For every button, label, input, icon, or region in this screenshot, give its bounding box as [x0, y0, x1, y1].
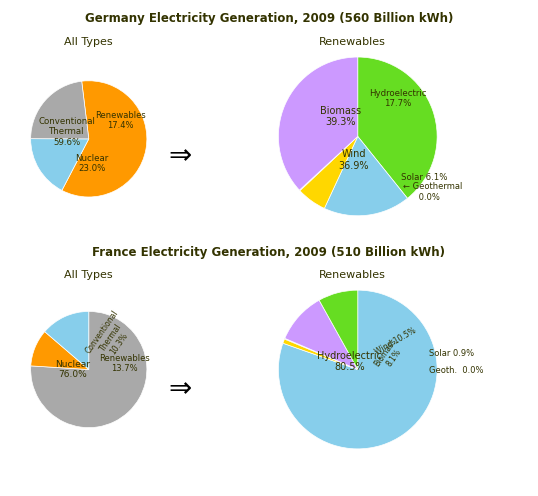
Wedge shape [62, 81, 147, 197]
Wedge shape [31, 332, 89, 370]
Text: All Types: All Types [65, 270, 113, 280]
Text: Renewables: Renewables [319, 37, 386, 47]
Text: Biomass
8.1%: Biomass 8.1% [372, 336, 407, 374]
Text: Wind 10.5%: Wind 10.5% [374, 326, 418, 357]
Text: Renewables: Renewables [319, 270, 386, 280]
Text: All Types: All Types [65, 37, 113, 47]
Text: France Electricity Generation, 2009 (510 Billion kWh): France Electricity Generation, 2009 (510… [93, 246, 445, 258]
Text: Conventional
Thermal
59.6%: Conventional Thermal 59.6% [38, 117, 95, 147]
Text: ⇒: ⇒ [168, 142, 192, 170]
Wedge shape [299, 136, 358, 190]
Wedge shape [278, 57, 358, 190]
Wedge shape [319, 290, 358, 370]
Wedge shape [300, 136, 358, 208]
Wedge shape [324, 136, 407, 216]
Text: ← Geothermal
      0.0%: ← Geothermal 0.0% [404, 183, 463, 202]
Wedge shape [45, 311, 89, 370]
Text: Conventional
Thermal
10.3%: Conventional Thermal 10.3% [84, 309, 138, 367]
Text: Solar 6.1%: Solar 6.1% [401, 173, 448, 182]
Wedge shape [358, 57, 437, 198]
Text: Geoth.  0.0%: Geoth. 0.0% [429, 367, 484, 375]
Text: Solar 0.9%: Solar 0.9% [429, 349, 475, 358]
Wedge shape [278, 290, 437, 449]
Wedge shape [31, 311, 147, 428]
Text: Nuclear
23.0%: Nuclear 23.0% [75, 154, 108, 173]
Text: Nuclear
76.0%: Nuclear 76.0% [55, 360, 90, 379]
Wedge shape [31, 81, 89, 139]
Text: Germany Electricity Generation, 2009 (560 Billion kWh): Germany Electricity Generation, 2009 (56… [85, 12, 453, 25]
Wedge shape [285, 300, 358, 370]
Text: Wind
36.9%: Wind 36.9% [338, 149, 369, 171]
Text: Biomass
39.3%: Biomass 39.3% [320, 106, 361, 127]
Text: ⇒: ⇒ [168, 375, 192, 403]
Wedge shape [283, 339, 358, 370]
Wedge shape [285, 338, 358, 370]
Text: Hydroelectric
17.7%: Hydroelectric 17.7% [369, 89, 426, 108]
Text: Renewables
17.4%: Renewables 17.4% [95, 111, 146, 130]
Text: Hydroelectric
80.5%: Hydroelectric 80.5% [317, 351, 383, 372]
Wedge shape [31, 139, 89, 190]
Text: Renewables
13.7%: Renewables 13.7% [100, 354, 150, 373]
